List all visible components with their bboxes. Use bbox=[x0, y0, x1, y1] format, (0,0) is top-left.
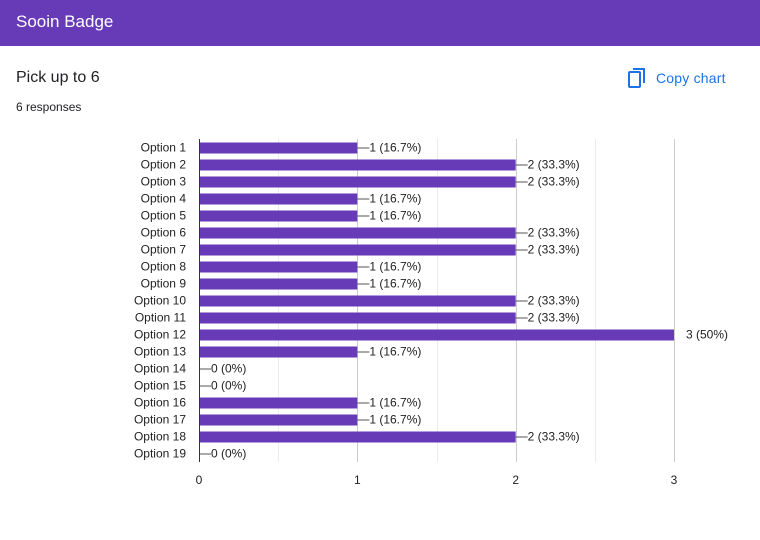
category-label: Option 19 bbox=[134, 447, 186, 461]
responses-count: 6 responses bbox=[16, 100, 82, 114]
question-title: Pick up to 6 bbox=[16, 69, 100, 86]
copy-icon bbox=[628, 68, 646, 88]
data-label: 1 (16.7%) bbox=[369, 345, 421, 359]
data-label: 2 (33.3%) bbox=[528, 294, 580, 308]
bar bbox=[199, 329, 674, 341]
data-label: 2 (33.3%) bbox=[528, 175, 580, 189]
category-label: Option 12 bbox=[134, 328, 186, 342]
category-label: Option 17 bbox=[134, 413, 186, 427]
category-label: Option 4 bbox=[141, 192, 187, 206]
data-label: 0 (0%) bbox=[211, 379, 246, 393]
form-header-bar: Sooin Badge bbox=[0, 0, 760, 46]
data-label: 1 (16.7%) bbox=[369, 413, 421, 427]
category-label: Option 14 bbox=[134, 362, 186, 376]
bar bbox=[199, 295, 516, 307]
category-label: Option 18 bbox=[134, 430, 186, 444]
bar bbox=[199, 210, 358, 222]
data-label: 3 (50%) bbox=[686, 328, 728, 342]
category-label: Option 10 bbox=[134, 294, 186, 308]
data-label: 2 (33.3%) bbox=[528, 243, 580, 257]
data-label: 1 (16.7%) bbox=[369, 396, 421, 410]
category-label: Option 13 bbox=[134, 345, 186, 359]
data-label: 2 (33.3%) bbox=[528, 158, 580, 172]
data-label: 1 (16.7%) bbox=[369, 141, 421, 155]
category-label: Option 3 bbox=[141, 175, 187, 189]
category-label: Option 15 bbox=[134, 379, 186, 393]
bar bbox=[199, 414, 358, 426]
copy-chart-button[interactable]: Copy chart bbox=[622, 64, 732, 92]
data-label: 2 (33.3%) bbox=[528, 430, 580, 444]
data-label: 1 (16.7%) bbox=[369, 260, 421, 274]
data-label: 2 (33.3%) bbox=[528, 311, 580, 325]
x-tick-label: 1 bbox=[354, 473, 361, 487]
copy-chart-label: Copy chart bbox=[656, 70, 726, 86]
category-label: Option 2 bbox=[141, 158, 187, 172]
data-label: 0 (0%) bbox=[211, 362, 246, 376]
data-label: 1 (16.7%) bbox=[369, 277, 421, 291]
data-label: 1 (16.7%) bbox=[369, 192, 421, 206]
bar bbox=[199, 261, 358, 273]
bar bbox=[199, 244, 516, 256]
x-tick-label: 2 bbox=[512, 473, 519, 487]
category-label: Option 11 bbox=[135, 311, 186, 325]
data-label: 2 (33.3%) bbox=[528, 226, 580, 240]
category-label: Option 6 bbox=[141, 226, 187, 240]
question-summary-card bbox=[0, 46, 760, 540]
bar bbox=[199, 278, 358, 290]
category-label: Option 1 bbox=[141, 141, 187, 155]
bar bbox=[199, 346, 358, 358]
bar bbox=[199, 159, 516, 171]
data-label: 0 (0%) bbox=[211, 447, 246, 461]
category-label: Option 5 bbox=[141, 209, 187, 223]
bar bbox=[199, 431, 516, 443]
x-tick-label: 0 bbox=[196, 473, 203, 487]
category-label: Option 8 bbox=[141, 260, 187, 274]
bar bbox=[199, 193, 358, 205]
bar bbox=[199, 227, 516, 239]
bar bbox=[199, 176, 516, 188]
category-label: Option 9 bbox=[141, 277, 187, 291]
category-label: Option 7 bbox=[141, 243, 187, 257]
bar bbox=[199, 142, 358, 154]
form-title: Sooin Badge bbox=[16, 12, 114, 31]
bar bbox=[199, 397, 358, 409]
category-label: Option 16 bbox=[134, 396, 186, 410]
x-tick-label: 3 bbox=[671, 473, 678, 487]
bar bbox=[199, 312, 516, 324]
data-label: 1 (16.7%) bbox=[369, 209, 421, 223]
